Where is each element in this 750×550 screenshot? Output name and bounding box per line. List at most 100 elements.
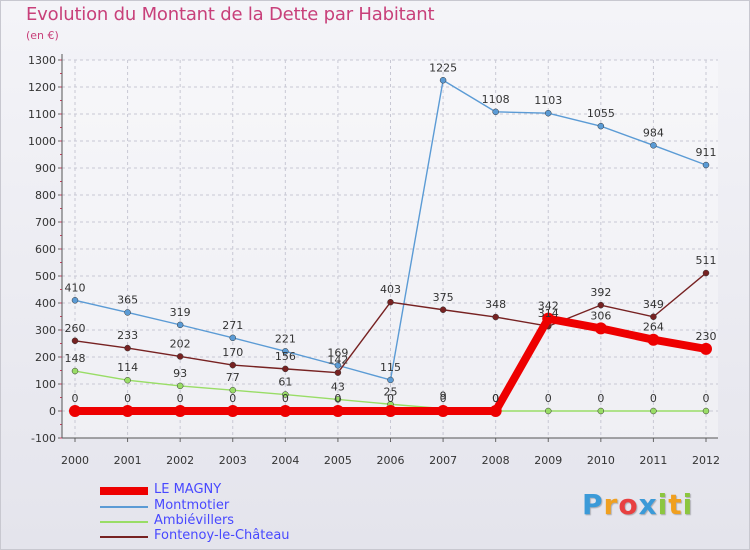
legend-item-ambievillers: Ambiévillers [100, 513, 420, 529]
y-tick-label: 400 [35, 297, 56, 310]
proxiti-logo: Proxiti [582, 488, 693, 521]
x-tick-label: 2000 [61, 454, 89, 467]
data-label: 0 [545, 392, 552, 405]
data-label: 233 [117, 329, 138, 342]
legend-label-le-magny: LE MAGNY [154, 482, 222, 497]
y-tick-label: 1100 [28, 108, 56, 121]
data-point [702, 161, 710, 169]
data-point [124, 344, 131, 352]
data-label: 170 [222, 346, 243, 359]
y-tick-label: 800 [35, 189, 56, 202]
logo-letter: o [618, 488, 639, 521]
data-label: 264 [643, 321, 664, 334]
legend-label-fontenoy-le-chateau: Fontenoy-le-Château [154, 528, 290, 543]
data-label: 0 [177, 392, 184, 405]
data-point [597, 407, 605, 415]
x-tick-label: 2002 [166, 454, 194, 467]
data-point [176, 353, 184, 360]
data-label: 9 [440, 390, 447, 403]
data-point [437, 405, 450, 417]
x-tick-label: 2004 [271, 454, 299, 467]
data-point [597, 122, 605, 130]
data-label: 1108 [482, 93, 510, 106]
x-tick-label: 2007 [429, 454, 457, 467]
data-point [71, 297, 79, 304]
data-label: 511 [696, 254, 717, 267]
x-tick-label: 2008 [482, 454, 510, 467]
data-label: 314 [538, 307, 559, 320]
legend-item-le-magny: LE MAGNY [100, 482, 420, 498]
data-point [545, 109, 552, 117]
y-tick-label: 200 [35, 351, 56, 364]
data-point [650, 313, 657, 321]
data-point [489, 405, 502, 417]
y-tick-label: 1200 [28, 81, 56, 94]
data-point [702, 407, 710, 415]
data-label: 0 [597, 392, 604, 405]
data-label: 0 [72, 392, 79, 405]
data-label: 0 [440, 392, 447, 405]
legend-label-ambievillers: Ambiévillers [154, 513, 235, 528]
data-point [176, 321, 184, 329]
x-tick-label: 2005 [324, 454, 352, 467]
data-point [334, 369, 342, 376]
data-label: 348 [485, 298, 506, 311]
data-point [71, 337, 79, 345]
data-point [702, 269, 710, 277]
chart-unit-label: (en €) [26, 29, 59, 42]
data-label: 114 [117, 361, 138, 374]
data-label: 342 [538, 300, 559, 313]
x-tick-label: 2006 [377, 454, 405, 467]
data-label: 392 [590, 286, 611, 299]
data-point [229, 334, 236, 342]
y-tick-label: 900 [35, 162, 56, 175]
data-label: 43 [331, 380, 345, 393]
data-label: 77 [226, 371, 240, 384]
data-label: 403 [380, 283, 401, 296]
y-tick-label: 300 [35, 324, 56, 337]
data-label: 221 [275, 332, 296, 345]
legend-swatch-fontenoy-le-chateau [100, 536, 148, 538]
data-label: 156 [275, 350, 296, 363]
x-tick-label: 2010 [587, 454, 615, 467]
data-label: 115 [380, 361, 401, 374]
data-label: 202 [170, 337, 191, 350]
x-tick-label: 2011 [639, 454, 667, 467]
data-point [124, 309, 131, 316]
axes: -100010020030040050060070080090010001100… [28, 54, 720, 467]
data-point [594, 322, 607, 335]
data-label: 0 [703, 392, 710, 405]
y-tick-label: 100 [35, 378, 56, 391]
y-tick-label: 1000 [28, 135, 56, 148]
y-tick-label: 700 [35, 216, 56, 229]
data-label: 0 [124, 392, 131, 405]
data-point [121, 405, 134, 417]
data-label: 306 [590, 309, 611, 322]
data-point [334, 396, 342, 403]
data-label: 375 [433, 291, 454, 304]
data-point [387, 376, 394, 384]
data-point [229, 386, 236, 394]
data-label: 0 [334, 392, 341, 405]
y-tick-label: 0 [49, 405, 56, 418]
data-point [71, 367, 79, 375]
data-label: 1055 [587, 107, 615, 120]
y-tick-label: -100 [31, 432, 56, 445]
grid [62, 59, 718, 439]
data-point [69, 405, 81, 417]
legend-swatch-ambievillers [100, 521, 148, 523]
y-tick-label: 600 [35, 243, 56, 256]
data-label: 0 [229, 392, 236, 405]
x-tick-label: 2012 [692, 454, 720, 467]
data-point [226, 405, 239, 417]
data-point [439, 306, 447, 313]
data-label: 911 [696, 146, 717, 159]
data-point [387, 298, 394, 306]
logo-letter: i [657, 488, 669, 521]
data-point [650, 142, 657, 149]
x-tick-label: 2001 [114, 454, 142, 467]
data-point [650, 407, 657, 415]
data-labels-layer: 410 365 319 271 221 169 115 1225 1108 1103 1055 984… [65, 61, 717, 405]
